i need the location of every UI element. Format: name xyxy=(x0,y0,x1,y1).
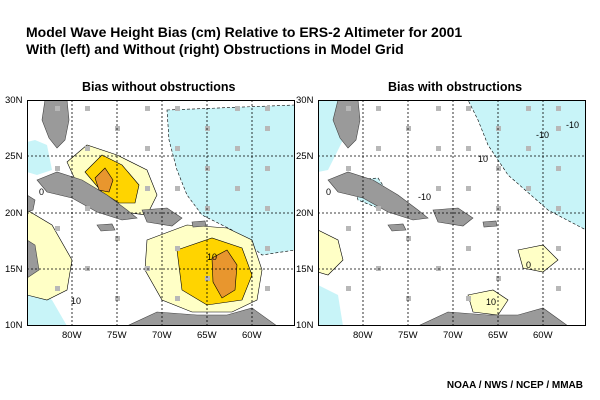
contour-label: 0 xyxy=(326,187,331,197)
puerto-rico-land xyxy=(191,220,207,228)
cuba-land xyxy=(327,171,429,221)
lat-label-15n: 15N xyxy=(296,264,314,275)
contour-label: -10 xyxy=(536,130,549,140)
negative-bias-region xyxy=(166,104,295,256)
grid-dots xyxy=(55,106,270,301)
florida-land xyxy=(41,100,70,149)
lon-label-75w: 75W xyxy=(398,330,418,341)
contour-label: 10 xyxy=(486,297,496,307)
left-panel-title: Bias without obstructions xyxy=(82,80,236,94)
florida-land xyxy=(332,100,361,149)
lon-label-65w: 65W xyxy=(197,330,217,341)
high-bias-region-caribbean xyxy=(211,249,238,299)
positive-bias-region-west xyxy=(318,229,344,276)
contour-label: 0 xyxy=(526,260,531,270)
grid-dots xyxy=(346,106,561,301)
puerto-rico-land xyxy=(482,220,498,228)
contour-label: 0 xyxy=(39,187,44,197)
cuba-land xyxy=(36,171,138,221)
lat-label-10n: 10N xyxy=(296,320,314,331)
positive-bias-region-east xyxy=(517,244,559,273)
contour-label: -10 xyxy=(566,120,579,130)
central-america-land xyxy=(27,239,40,279)
lat-label-25n: 25N xyxy=(296,151,314,162)
contour-label: 10 xyxy=(207,252,217,262)
lon-label-60w: 60W xyxy=(533,330,553,341)
lon-label-65w: 65W xyxy=(488,330,508,341)
jamaica-land xyxy=(96,223,116,232)
lon-label-60w: 60W xyxy=(242,330,262,341)
lon-label-80w: 80W xyxy=(62,330,82,341)
lon-label-80w: 80W xyxy=(353,330,373,341)
high-bias-region-north xyxy=(94,167,114,193)
lat-label-10n: 10N xyxy=(5,320,23,331)
lat-label-25n: 25N xyxy=(5,151,23,162)
contour-label: 10 xyxy=(478,154,488,164)
south-america-land xyxy=(126,307,278,326)
positive-bias-region-west xyxy=(27,209,73,301)
right-panel-title: Bias with obstructions xyxy=(388,80,523,94)
figure-title-line-2: With (left) and Without (right) Obstruct… xyxy=(26,41,404,57)
credit-line: NOAA / NWS / NCEP / MMAB xyxy=(446,380,583,391)
figure-title-line-1: Model Wave Height Bias (cm) Relative to … xyxy=(26,24,463,40)
contour-label: 10 xyxy=(71,296,81,306)
negative-bias-region-south xyxy=(318,285,343,326)
negative-bias-region xyxy=(467,100,586,231)
jamaica-land xyxy=(387,223,407,232)
contour-label: -10 xyxy=(418,192,431,202)
left-bias-map: 10 0 10 xyxy=(27,100,295,326)
lat-label-20n: 20N xyxy=(5,208,23,219)
lon-label-75w: 75W xyxy=(107,330,127,341)
lat-label-30n: 30N xyxy=(5,95,23,106)
yucatan-land xyxy=(27,194,36,213)
south-america-land xyxy=(417,307,569,326)
lon-label-70w: 70W xyxy=(443,330,463,341)
right-bias-map: -10 -10 10 -10 10 0 0 xyxy=(318,100,586,326)
lat-label-15n: 15N xyxy=(5,264,23,275)
lat-label-20n: 20N xyxy=(296,208,314,219)
negative-bias-region-coast xyxy=(27,140,52,175)
lat-label-30n: 30N xyxy=(296,95,314,106)
lon-label-70w: 70W xyxy=(152,330,172,341)
